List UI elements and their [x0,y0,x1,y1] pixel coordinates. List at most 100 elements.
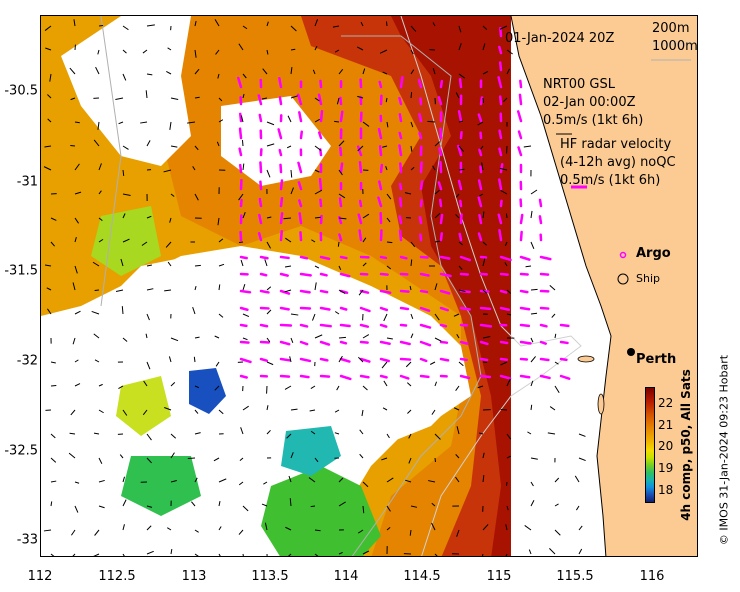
model-vector [310,430,316,435]
model-vector [289,498,292,507]
model-vector [50,241,56,247]
model-vector [410,166,415,171]
model-vector [74,191,82,195]
model-vector [385,165,388,171]
y-tick-30-5: -30.5 [4,83,38,99]
model-vector [338,217,347,220]
radar-vector [297,181,303,191]
model-vector [290,337,294,343]
radar-vector [519,230,523,242]
model-vector [266,405,269,411]
model-vector [338,477,344,483]
model-vector [410,145,413,152]
radar-vector [539,306,550,310]
radar-vector [379,255,388,260]
model-vector [284,289,292,293]
model-vector [122,238,130,243]
radar-vector [398,197,403,208]
model-vector [170,382,176,387]
model-vector [499,25,508,30]
model-vector [68,452,76,459]
radar-vector [457,110,463,123]
radar-vector [398,131,403,140]
radar-vector [479,306,492,311]
model-vector [410,69,415,75]
radar-vector [417,78,423,89]
radar-vector [239,255,248,260]
radar-label-line3: 0.5m/s (1kt 6h) [560,173,661,188]
model-vector [482,70,489,75]
model-vector [554,361,559,365]
radar-vector [459,199,463,208]
model-vector [146,215,152,219]
model-vector [408,457,412,464]
model-vector [146,361,151,370]
radar-vector [298,111,303,123]
radar-vector [519,340,532,345]
model-label-line3: 0.5m/s (1kt 6h) [543,113,644,128]
radar-vector [499,272,509,276]
x-tick-115-5: 115.5 [556,569,594,584]
radar-vector [278,96,283,106]
radar-vector [258,197,263,208]
radar-vector [419,340,432,347]
model-vector [242,212,246,219]
radar-vector [239,306,249,311]
model-vector [458,265,463,270]
radar-vector [357,213,363,225]
radar-vector [317,93,323,106]
radar-vector [259,180,263,191]
model-vector [218,238,224,243]
sst-map[interactable] [40,15,698,557]
radar-vector [298,212,303,225]
model-vector [434,337,442,342]
radar-vector [479,357,489,362]
radar-vector [378,145,383,157]
model-vector [218,263,225,267]
radar-vector [299,323,309,328]
model-vector [93,553,100,556]
radar-vector [438,198,443,208]
radar-vector [559,374,571,380]
model-vector [146,525,152,531]
model-vector [530,189,538,195]
model-vector [482,43,486,51]
model-vector [434,240,441,243]
radar-vector [459,306,472,311]
model-vector [241,140,244,147]
radar-vector [299,130,304,140]
model-vector [314,216,321,219]
model-vector [336,385,340,391]
radar-vector [479,374,492,379]
model-vector [310,505,316,508]
model-vector [191,501,196,507]
model-vector [266,361,274,366]
radar-vector [299,272,312,277]
model-vector [359,429,364,435]
radar-vector [439,79,444,89]
model-vector [357,529,364,534]
model-vector [142,409,148,416]
radar-vector [238,147,243,157]
map-canvas [41,16,697,556]
model-vector [146,24,155,27]
model-vector [427,120,436,123]
model-vector [310,385,316,390]
model-vector [386,477,394,483]
model-vector [479,193,484,197]
radar-vector [359,374,370,379]
model-vector [338,265,342,271]
model-vector [142,49,148,54]
radar-vector [319,198,323,208]
radar-vector [379,163,384,174]
radar-label-line2: (4-12h avg) noQC [560,155,676,170]
radar-vector [297,161,303,174]
data-gap-middle [221,96,331,186]
model-vector [242,283,246,291]
model-vector [434,313,440,321]
model-vector [360,21,364,27]
model-vector [74,265,78,274]
radar-vector [498,45,503,55]
isobath-1000m [100,16,482,556]
radar-vector [516,110,523,123]
